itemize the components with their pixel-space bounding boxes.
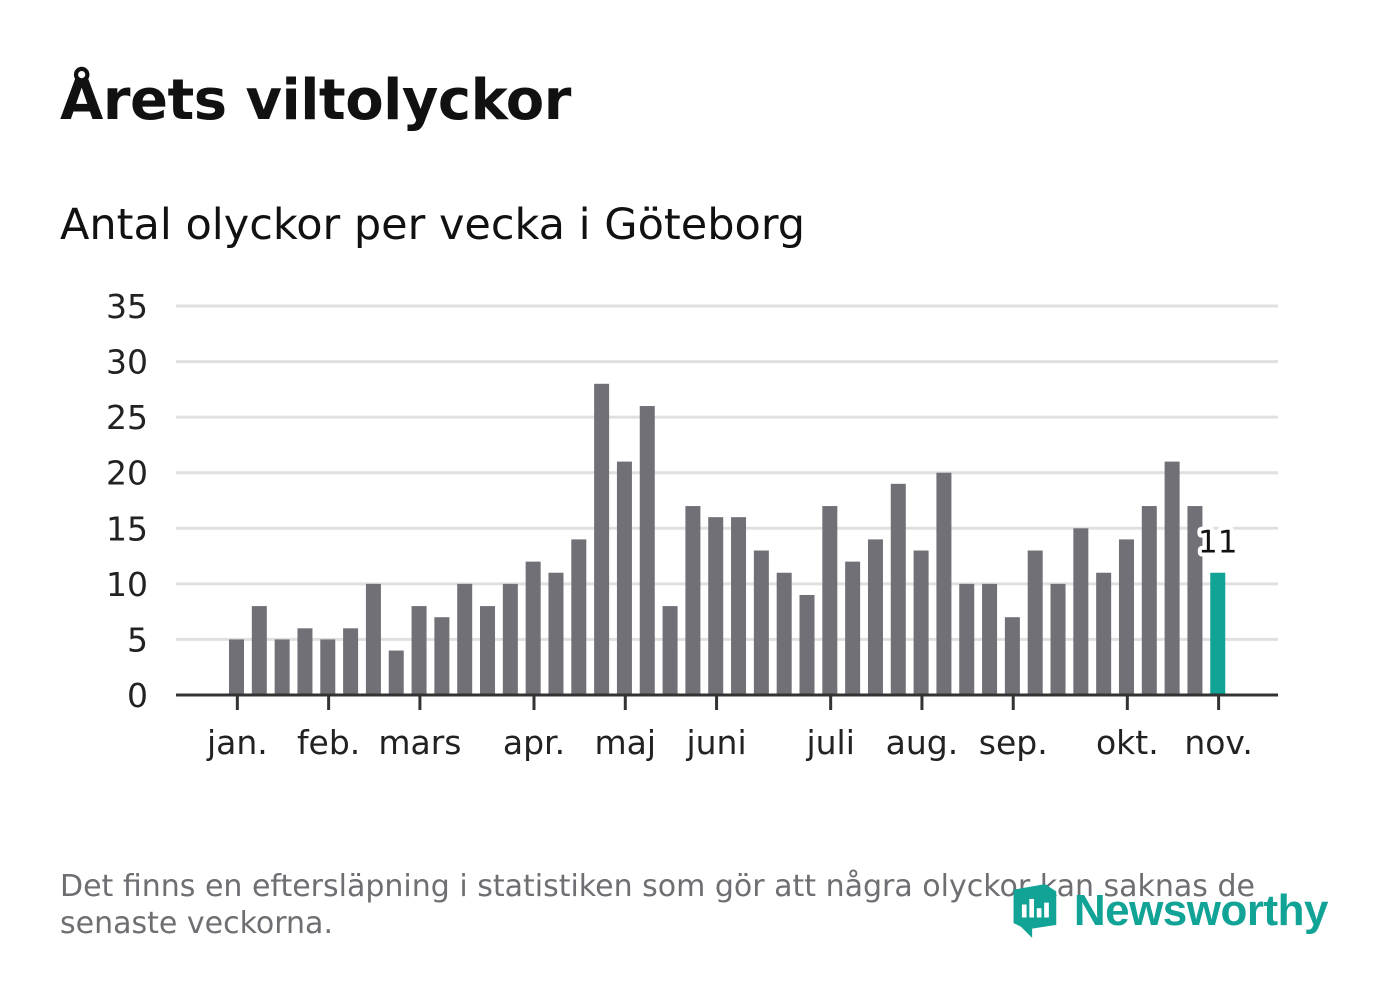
bar [1096,572,1112,695]
chart-title: Årets viltolyckor [60,68,571,133]
bar [639,406,655,695]
bar [913,550,929,695]
bar [297,628,313,695]
newsworthy-logo-text: Newsworthy [1073,886,1329,935]
bar [731,517,747,695]
bar [365,583,381,695]
bar [571,539,587,695]
bar [1164,461,1180,695]
gridlines [176,304,1278,641]
bar [890,483,906,695]
bar [959,583,975,695]
bar [662,606,678,695]
bar [822,506,838,695]
x-tick-label: maj [595,723,657,762]
bar [594,383,610,695]
x-tick-label: feb. [297,723,360,762]
bar [1027,550,1043,695]
bar [274,639,290,695]
x-tick-label: juli [805,723,854,762]
bar [1050,583,1066,695]
y-tick-label: 0 [127,676,148,715]
x-axis-ticks: jan. feb. mars apr. maj juni juli aug. sep. okt. n… [206,695,1253,762]
bar [502,583,518,695]
x-tick-label: mars [378,723,461,762]
bar [936,472,952,695]
y-tick-label: 30 [106,343,148,382]
bar-chart: 0 5 10 15 20 25 30 35 jan. feb. mars apr. maj juni ju… [106,287,1278,762]
bar [1004,617,1020,695]
bar [1073,528,1089,695]
bar [411,606,427,695]
bar [548,572,564,695]
bar [480,606,496,695]
bar [251,606,267,695]
bar [1118,539,1134,695]
y-tick-label: 5 [127,620,148,659]
y-tick-label: 35 [106,287,148,326]
bar [457,583,473,695]
y-tick-label: 15 [106,509,148,548]
bar [1187,506,1203,695]
x-tick-label: okt. [1096,723,1159,762]
bar [434,617,450,695]
bars [229,383,1226,695]
x-tick-label: apr. [503,723,565,762]
bar [616,461,632,695]
x-tick-label: nov. [1184,723,1253,762]
bar [982,583,998,695]
x-tick-label: aug. [886,723,959,762]
x-tick-label: juni [685,723,746,762]
bar-highlighted [1210,572,1226,695]
bar [229,639,244,695]
x-tick-label: jan. [206,723,268,762]
bar [525,561,541,695]
bar [388,650,404,695]
highlight-value-label: 11 [1198,525,1237,561]
bar [1141,506,1157,695]
newsworthy-logo[interactable]: Newsworthy [1008,876,1329,946]
bar [708,517,724,695]
bar [867,539,883,695]
chart-subtitle: Antal olyckor per vecka i Göteborg [60,200,806,250]
bar [776,572,792,695]
bar [343,628,359,695]
bar [685,506,701,695]
bar [845,561,861,695]
y-tick-label: 25 [106,398,148,437]
bar [753,550,769,695]
newsworthy-logo-icon [1013,884,1057,938]
data-labels: 11 [1194,521,1241,565]
y-tick-label: 10 [106,565,148,604]
y-tick-label: 20 [106,454,148,493]
x-tick-label: sep. [979,723,1048,762]
bar [320,639,336,695]
bar [799,594,815,695]
y-axis-ticks: 0 5 10 15 20 25 30 35 [106,287,148,715]
